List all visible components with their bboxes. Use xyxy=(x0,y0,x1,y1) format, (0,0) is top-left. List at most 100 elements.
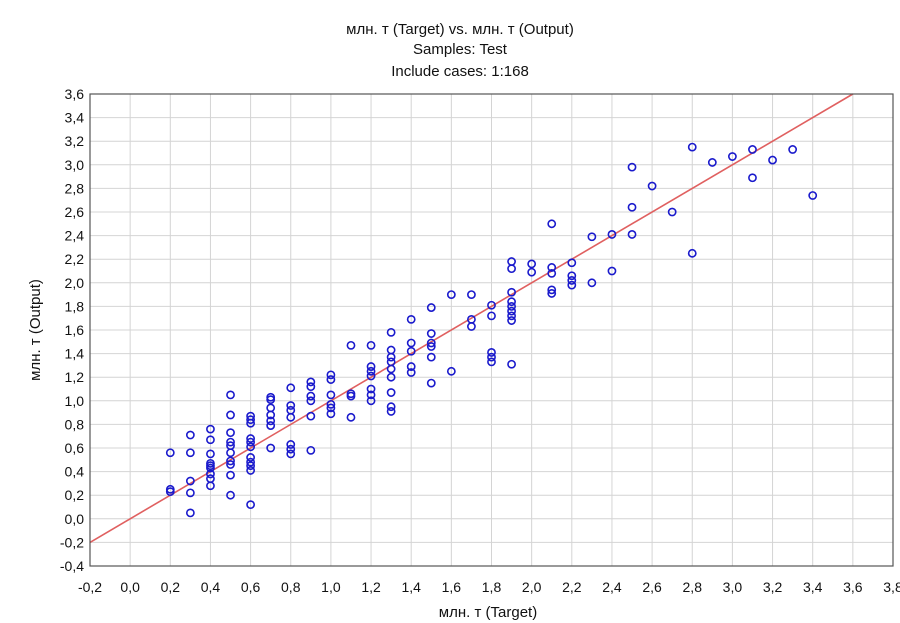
data-point xyxy=(266,395,276,405)
data-point xyxy=(226,437,235,447)
data-point xyxy=(185,508,195,518)
data-point xyxy=(487,348,496,357)
data-point xyxy=(185,430,195,440)
data-point xyxy=(386,327,396,337)
data-point xyxy=(366,371,376,381)
x-tick-label: 2,2 xyxy=(562,579,582,595)
y-tick-label: 3,0 xyxy=(65,157,85,173)
data-point xyxy=(748,145,757,154)
data-point xyxy=(206,463,215,473)
data-point xyxy=(567,258,577,268)
data-point xyxy=(487,357,496,367)
reference-line xyxy=(89,93,854,544)
chart-title: млн. т (Target) vs. млн. т (Output) xyxy=(346,21,574,38)
y-tick-label: 2,6 xyxy=(65,204,85,220)
data-point xyxy=(647,181,657,191)
y-tick-label: 0,6 xyxy=(65,440,85,456)
y-tick-label: 2,0 xyxy=(65,275,85,291)
data-point xyxy=(206,481,215,491)
data-point xyxy=(426,378,436,388)
data-point xyxy=(687,248,697,258)
data-point xyxy=(426,329,436,338)
data-point xyxy=(326,375,336,384)
data-point xyxy=(426,352,436,362)
data-point xyxy=(306,411,316,421)
data-point xyxy=(386,402,396,412)
data-point xyxy=(547,219,557,229)
data-point xyxy=(246,453,255,462)
data-point xyxy=(527,259,537,269)
data-point xyxy=(306,377,316,387)
data-point xyxy=(406,362,416,371)
chart-titles: млн. т (Target) vs. млн. т (Output) Samp… xyxy=(346,21,574,80)
data-point xyxy=(286,449,296,459)
data-point xyxy=(246,437,255,447)
y-tick-label: 1,6 xyxy=(65,322,85,338)
data-point xyxy=(386,388,396,397)
data-point xyxy=(246,466,255,475)
data-point xyxy=(246,415,255,425)
data-point xyxy=(226,448,235,458)
x-tick-label: 0,6 xyxy=(241,579,261,595)
y-tick-label: 0,0 xyxy=(65,511,85,527)
x-tick-label: 3,6 xyxy=(843,579,863,595)
data-point xyxy=(507,306,516,316)
data-point xyxy=(326,370,336,380)
data-point xyxy=(788,145,798,154)
data-point xyxy=(266,416,276,426)
x-tick-label: 3,2 xyxy=(763,579,783,595)
data-point xyxy=(326,399,336,409)
data-point xyxy=(507,301,516,311)
data-point xyxy=(206,424,215,434)
data-point xyxy=(286,412,296,422)
data-point xyxy=(185,448,195,458)
data-point xyxy=(507,264,516,274)
x-tick-label: 2,4 xyxy=(602,579,622,595)
data-point xyxy=(346,391,356,401)
x-tick-label: 2,8 xyxy=(683,579,703,595)
x-tick-label: 1,0 xyxy=(321,579,341,595)
data-point xyxy=(286,401,296,410)
data-point xyxy=(426,342,436,351)
x-tick-label: 2,0 xyxy=(522,579,542,595)
data-point xyxy=(266,410,276,420)
y-tick-label: 0,4 xyxy=(65,464,85,480)
y-tick-label: 3,2 xyxy=(65,133,85,149)
x-tick-label: 0,2 xyxy=(161,579,181,595)
y-tick-label: 3,4 xyxy=(65,110,85,126)
data-point xyxy=(386,357,396,367)
x-tick-labels: -0,2 0,0 0,2 0,4 0,6 0,8 1,0 1,2 1,4 1,6 1,8 2,0 2,2… xyxy=(78,579,900,595)
data-point xyxy=(446,290,456,299)
data-point xyxy=(446,366,456,376)
data-point xyxy=(386,372,396,382)
data-point xyxy=(507,297,516,307)
data-point xyxy=(487,352,496,362)
data-point xyxy=(507,316,516,325)
x-tick-label: 2,6 xyxy=(642,579,662,595)
data-point xyxy=(386,364,396,374)
data-point xyxy=(246,461,255,471)
data-point xyxy=(226,470,235,480)
data-point xyxy=(366,366,376,376)
data-point xyxy=(246,434,255,443)
data-point xyxy=(206,449,215,459)
data-point xyxy=(567,280,577,290)
data-point xyxy=(426,338,436,348)
data-point xyxy=(527,267,537,277)
data-point xyxy=(507,287,516,297)
x-tick-label: 0,0 xyxy=(120,579,140,595)
data-point xyxy=(366,362,376,371)
data-point xyxy=(185,476,195,486)
data-point xyxy=(487,311,496,321)
data-point xyxy=(306,391,316,401)
data-point xyxy=(366,340,376,350)
y-tick-label: 1,4 xyxy=(65,346,85,362)
data-point xyxy=(366,390,376,400)
data-point xyxy=(748,173,757,183)
data-point xyxy=(306,396,316,406)
data-point xyxy=(567,271,577,281)
y-tick-label: -0,2 xyxy=(60,534,84,550)
data-point xyxy=(386,407,396,416)
data-point xyxy=(306,445,316,455)
data-point xyxy=(547,285,557,295)
